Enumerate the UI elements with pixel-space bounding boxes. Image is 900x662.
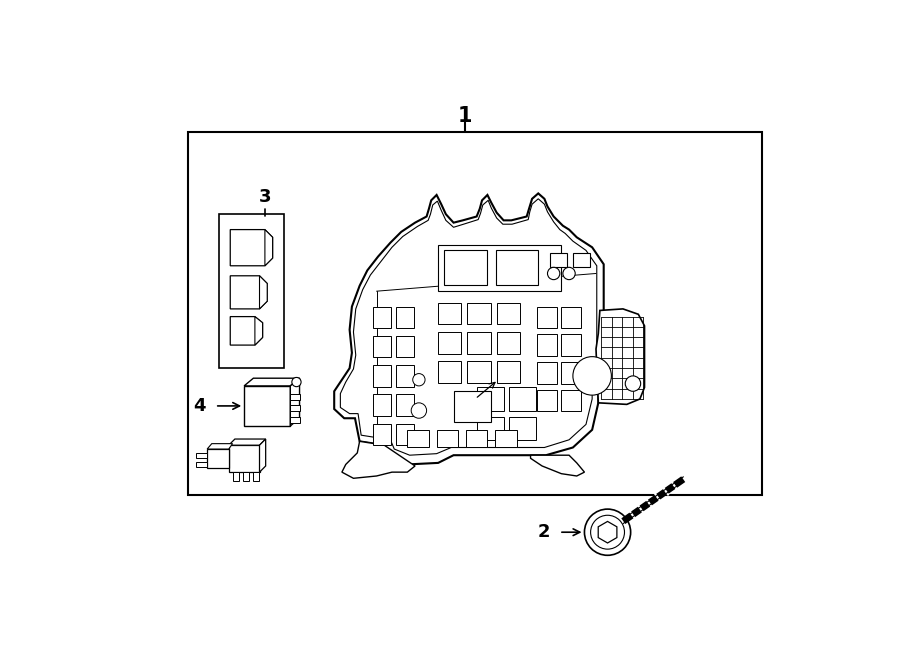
Text: 1: 1 bbox=[458, 107, 473, 126]
Bar bbox=[536, 307, 557, 328]
Bar bbox=[373, 365, 392, 387]
Bar bbox=[536, 334, 557, 356]
Circle shape bbox=[590, 515, 625, 549]
Polygon shape bbox=[259, 439, 266, 472]
Polygon shape bbox=[230, 230, 273, 265]
Polygon shape bbox=[598, 522, 616, 543]
Bar bbox=[408, 430, 429, 447]
Polygon shape bbox=[334, 193, 604, 465]
Bar bbox=[466, 430, 488, 447]
Circle shape bbox=[626, 376, 641, 391]
Bar bbox=[291, 394, 300, 400]
Polygon shape bbox=[229, 439, 266, 445]
Polygon shape bbox=[230, 276, 267, 309]
Polygon shape bbox=[596, 309, 644, 404]
Polygon shape bbox=[342, 442, 415, 479]
Bar bbox=[562, 307, 581, 328]
Bar bbox=[438, 332, 462, 354]
Bar bbox=[396, 395, 414, 416]
Text: 3: 3 bbox=[258, 189, 271, 207]
Circle shape bbox=[584, 509, 631, 555]
Bar bbox=[467, 332, 491, 354]
Bar bbox=[438, 245, 562, 291]
Circle shape bbox=[562, 267, 575, 279]
Bar bbox=[496, 250, 538, 285]
Circle shape bbox=[573, 357, 611, 395]
Bar bbox=[438, 361, 462, 383]
Polygon shape bbox=[230, 316, 263, 345]
Polygon shape bbox=[265, 230, 273, 265]
Bar bbox=[196, 462, 207, 467]
Bar bbox=[495, 430, 517, 447]
Bar bbox=[373, 395, 392, 416]
Bar bbox=[243, 472, 248, 481]
Bar bbox=[436, 430, 458, 447]
Bar bbox=[396, 307, 414, 328]
Bar bbox=[232, 472, 239, 481]
Polygon shape bbox=[291, 378, 300, 426]
Circle shape bbox=[411, 403, 427, 418]
Text: 4: 4 bbox=[194, 397, 205, 415]
Bar bbox=[467, 361, 491, 383]
Bar bbox=[188, 132, 761, 495]
Bar bbox=[219, 214, 284, 368]
Polygon shape bbox=[207, 449, 229, 468]
Bar bbox=[550, 253, 567, 267]
Polygon shape bbox=[530, 455, 584, 476]
Bar bbox=[562, 362, 581, 383]
Bar bbox=[445, 250, 487, 285]
Polygon shape bbox=[207, 444, 232, 449]
Polygon shape bbox=[229, 445, 259, 472]
Bar bbox=[454, 391, 491, 422]
Bar bbox=[196, 453, 207, 457]
Circle shape bbox=[292, 377, 302, 387]
Bar bbox=[438, 303, 462, 324]
Bar bbox=[497, 332, 520, 354]
Bar bbox=[536, 390, 557, 411]
Bar bbox=[396, 424, 414, 445]
Bar bbox=[562, 390, 581, 411]
Bar bbox=[509, 387, 536, 410]
Bar bbox=[497, 361, 520, 383]
Polygon shape bbox=[244, 378, 300, 386]
Bar bbox=[467, 303, 491, 324]
Bar bbox=[562, 334, 581, 356]
Bar bbox=[536, 362, 557, 383]
Bar bbox=[373, 424, 392, 445]
Bar bbox=[573, 253, 590, 267]
Bar bbox=[477, 387, 504, 410]
Bar bbox=[291, 405, 300, 411]
Bar bbox=[291, 416, 300, 423]
Bar bbox=[373, 336, 392, 357]
Bar bbox=[477, 416, 504, 440]
Bar bbox=[373, 307, 392, 328]
Bar bbox=[396, 336, 414, 357]
Bar bbox=[253, 472, 258, 481]
Bar bbox=[497, 303, 520, 324]
Polygon shape bbox=[244, 386, 291, 426]
Bar bbox=[396, 365, 414, 387]
Bar bbox=[509, 416, 536, 440]
Polygon shape bbox=[255, 316, 263, 345]
Text: 2: 2 bbox=[537, 523, 550, 542]
Polygon shape bbox=[259, 276, 267, 309]
Circle shape bbox=[413, 373, 425, 386]
Circle shape bbox=[547, 267, 560, 279]
